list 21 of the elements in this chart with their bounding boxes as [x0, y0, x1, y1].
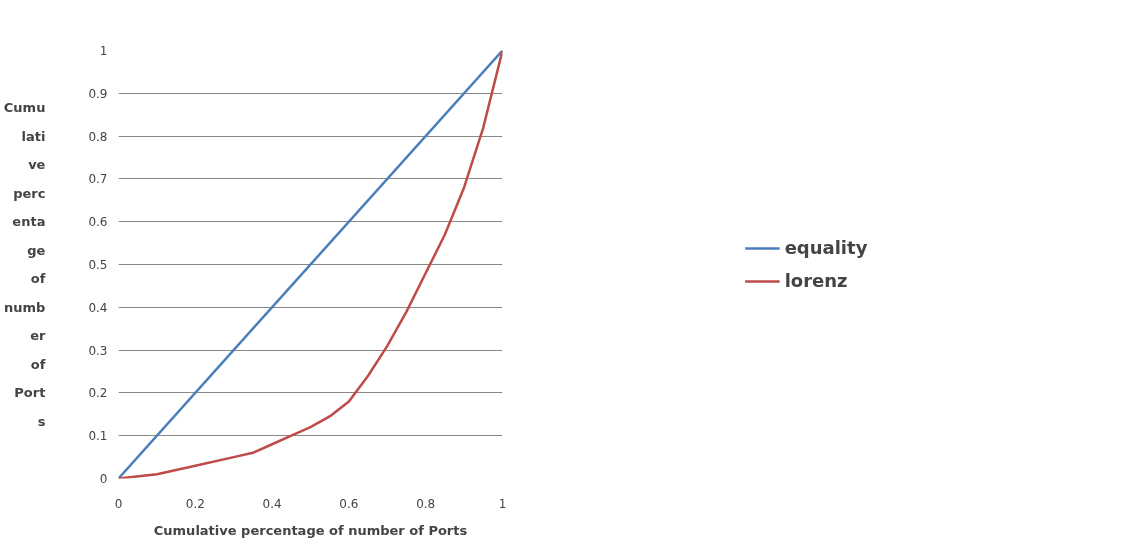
x-tick-label: 1: [498, 496, 507, 511]
x-axis-title: Cumulative percentage of number of Ports: [153, 522, 468, 538]
legend-label: equality: [784, 237, 868, 258]
y-tick-label: 0.7: [88, 172, 108, 187]
y-tick-label: 0.2: [88, 386, 108, 401]
y-tick-label: 0.8: [88, 129, 108, 144]
x-tick-label: 0.4: [262, 496, 282, 511]
x-tick-label: 0: [114, 496, 123, 511]
y-tick-label: 0: [99, 472, 108, 486]
y-tick-label: 0.4: [88, 300, 108, 315]
legend-label: lorenz: [784, 270, 848, 291]
x-tick-label: 0.6: [339, 496, 359, 511]
x-tick-label: 0.8: [416, 496, 436, 511]
x-tick-label: 0.2: [185, 496, 205, 511]
y-tick-label: 0.9: [88, 86, 108, 101]
y-tick-label: 0.6: [88, 215, 108, 230]
y-tick-label: 0.3: [88, 343, 108, 358]
y-tick-label: 0.1: [88, 429, 108, 444]
y-tick-label: 0.5: [88, 258, 108, 272]
y-tick-label: 1: [99, 44, 108, 58]
text: Cumulative percentage of number of Ports: [3, 100, 46, 429]
